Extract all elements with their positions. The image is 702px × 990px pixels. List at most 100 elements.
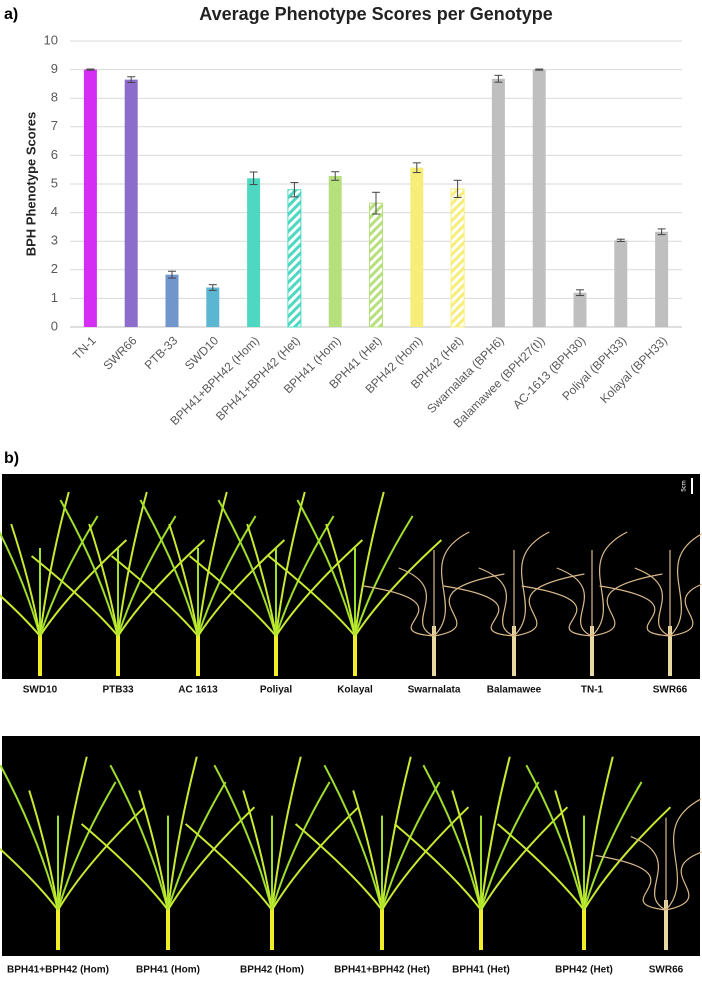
y-tick-label: 1 [51,290,58,305]
panel-label: a) [4,6,18,23]
leaf [381,756,412,911]
leaf [583,806,672,911]
photo-label: BPH42 (Het) [555,965,613,976]
leaf [0,847,59,911]
leaf [167,756,198,911]
leaf [513,531,550,637]
leaf [88,523,119,637]
plant [80,756,256,950]
plant [110,491,286,676]
leaf [139,499,199,637]
photo-label: BPH42 (Hom) [240,965,304,976]
leaf [184,823,273,911]
y-tick-label: 10 [44,32,58,47]
leaf [168,523,199,637]
leaf [433,531,470,637]
leaf [354,491,385,637]
photo-label: PTB33 [102,685,134,696]
leaf [57,756,88,911]
leaf [480,781,540,911]
y-tick-label: 3 [51,233,58,248]
leaf [275,515,335,637]
leaf [167,781,227,911]
plant [0,756,146,950]
bar [165,274,179,327]
photo-label: Kolayal [337,685,373,696]
leaf [271,806,360,911]
photo-label: BPH41 (Hom) [136,965,200,976]
leaf [521,585,593,637]
leaf [117,515,177,637]
leaf [352,790,383,911]
leaf [422,764,482,911]
bar [124,79,138,327]
leaf [242,790,273,911]
leaf [451,790,482,911]
leaf [0,530,41,637]
leaf [398,567,435,637]
leaf [188,555,277,637]
leaf [267,555,356,637]
plant [443,531,585,676]
leaf [381,781,441,911]
x-tick-label: SWD10 [182,333,221,372]
leaf [433,573,505,637]
x-tick-label: Swarnalata (BPH6) [424,333,507,416]
photo-label: BPH41+BPH42 (Hom) [7,965,109,976]
y-tick-label: 0 [51,318,58,333]
leaf [393,823,482,911]
bar [83,69,97,327]
leaf [443,585,515,637]
leaf [117,491,148,637]
y-tick-label: 8 [51,90,58,105]
plant [393,756,569,950]
bar [287,189,302,328]
leaf [109,764,169,911]
leaf [381,806,470,911]
leaf [325,523,356,637]
leaf [665,798,702,911]
photo-label: BPH41+BPH42 (Het) [334,965,430,976]
bar [247,178,261,327]
leaf [556,567,593,637]
photo-label: BPH41 (Het) [452,965,510,976]
chart-title: Average Phenotype Scores per Genotype [199,4,552,24]
bar [369,202,383,328]
leaf [583,781,643,911]
y-tick-label: 4 [51,204,58,219]
panel-label: b) [4,450,19,467]
photo-label: SWR66 [653,685,688,696]
photo-label: SWR66 [649,965,684,976]
leaf [496,823,585,911]
leaf [10,523,41,637]
leaf [554,790,585,911]
leaf [363,585,435,637]
leaf [197,539,286,637]
bar [206,287,220,327]
leaf [30,555,119,637]
bar [532,69,546,327]
leaf [591,531,628,637]
bar [410,167,424,327]
leaf [478,567,515,637]
leaf [634,567,671,637]
leaf [294,823,383,911]
y-tick-label: 7 [51,118,58,133]
y-tick-label: 9 [51,61,58,76]
leaf [665,851,702,911]
bar [614,240,628,327]
plant [599,533,702,676]
leaf [669,533,702,637]
leaf [39,539,128,637]
bar [450,188,465,328]
scale-label: 5cm [682,480,688,491]
leaf [525,764,585,911]
bar [328,175,342,327]
plant [363,531,505,676]
leaf [110,555,199,637]
leaf [630,836,667,911]
leaf [39,515,99,637]
x-tick-label: TN-1 [70,333,99,362]
leaf [595,854,667,911]
